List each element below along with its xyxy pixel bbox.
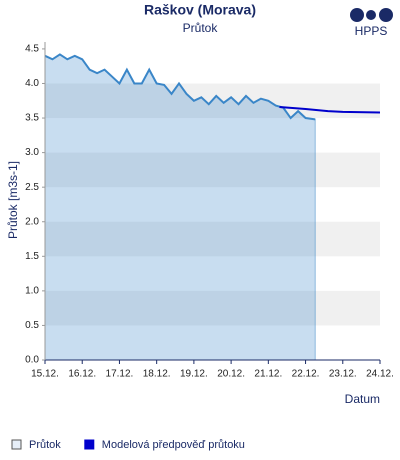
- x-tick-label: 15.12.: [31, 369, 59, 380]
- logo-circle: [379, 8, 393, 22]
- x-tick-label: 22.12.: [292, 369, 320, 380]
- x-tick-label: 23.12.: [329, 369, 357, 380]
- grid-band: [45, 290, 380, 326]
- y-tick-label: 0.5: [25, 320, 39, 331]
- logo: HPPS: [350, 8, 393, 38]
- x-tick-label: 16.12.: [68, 369, 96, 380]
- x-tick-label: 18.12.: [143, 369, 171, 380]
- y-tick-label: 4.0: [25, 78, 39, 89]
- line: [279, 105, 381, 114]
- x-tick-label: 17.12.: [106, 369, 134, 380]
- legend-label: Modelová předpověď průtoku: [102, 439, 245, 451]
- y-tick-label: 3.5: [25, 113, 39, 124]
- x-tick-label: 19.12.: [180, 369, 208, 380]
- y-tick-label: 1.0: [25, 286, 39, 297]
- chart-subtitle: Průtok: [183, 21, 219, 35]
- legend-label: Průtok: [29, 439, 61, 451]
- legend-swatch: [11, 439, 22, 450]
- legend-swatch: [84, 439, 95, 450]
- x-tick-label: 21.12.: [254, 369, 282, 380]
- y-tick-label: 0.0: [25, 355, 39, 366]
- y-tick-label: 3.0: [25, 147, 39, 158]
- logo-circle: [366, 10, 376, 20]
- x-tick-label: 20.12.: [217, 369, 245, 380]
- y-axis-label: Průtok [m3s-1]: [6, 161, 20, 239]
- logo-text: HPPS: [355, 24, 388, 38]
- grid-band: [45, 152, 380, 188]
- chart-title: Raškov (Morava): [144, 2, 256, 18]
- y-tick-label: 2.5: [25, 182, 39, 193]
- y-tick-label: 2.0: [25, 216, 39, 227]
- logo-circle: [350, 8, 364, 22]
- x-axis-label: Datum: [345, 392, 380, 406]
- x-tick-label: 24.12.: [366, 369, 394, 380]
- line: [44, 53, 316, 121]
- y-tick-label: 4.5: [25, 44, 39, 55]
- y-tick-label: 1.5: [25, 251, 39, 262]
- grid-band: [45, 221, 380, 257]
